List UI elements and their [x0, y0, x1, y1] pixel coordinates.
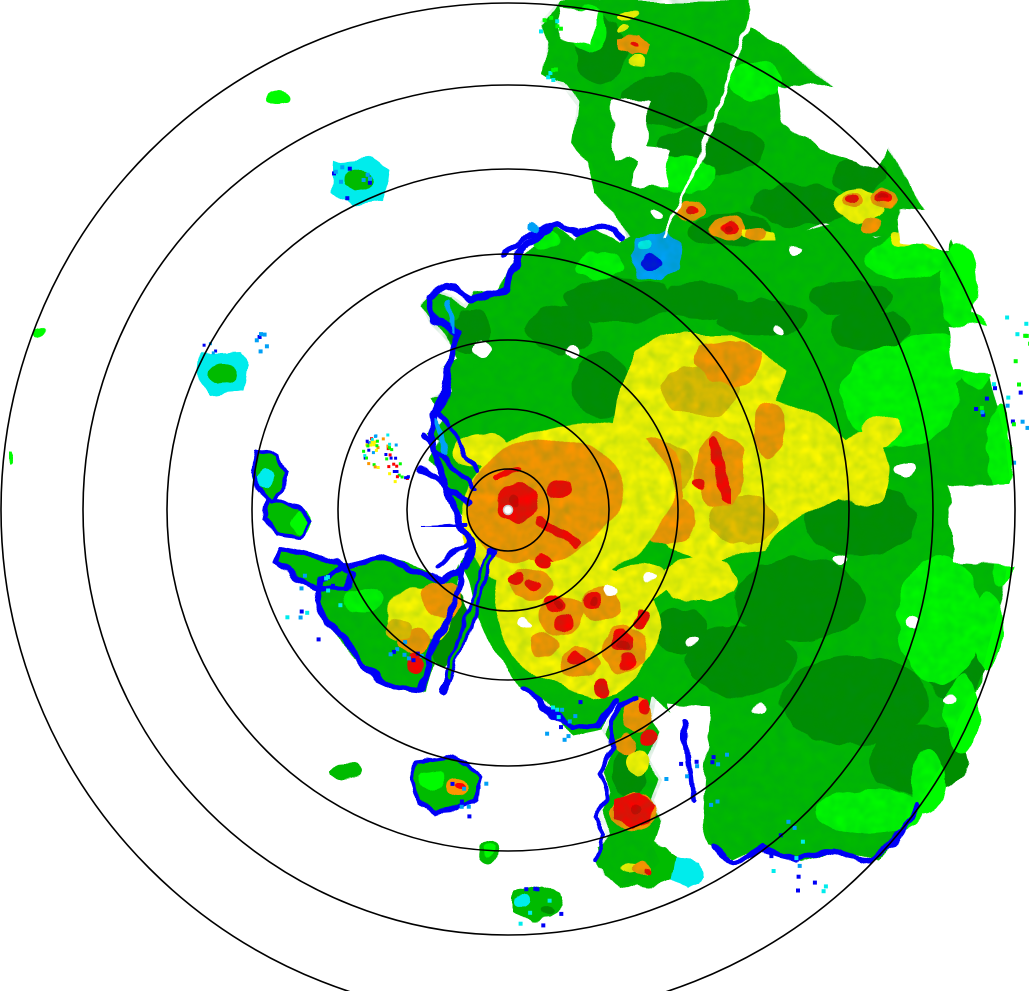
radar-site-marker	[502, 504, 514, 516]
